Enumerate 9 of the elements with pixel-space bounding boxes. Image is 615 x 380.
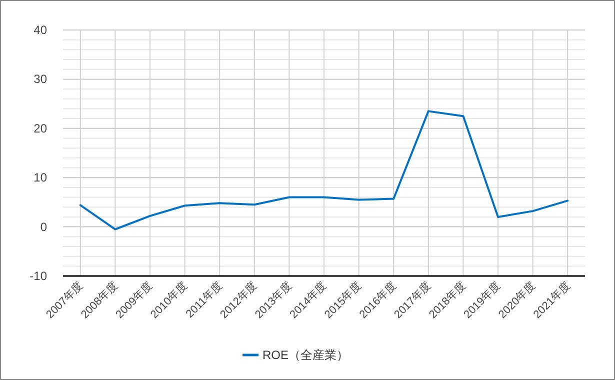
y-tick-label: 20 [34, 121, 48, 136]
legend: ROE（全産業） [242, 348, 349, 362]
legend-label: ROE（全産業） [262, 348, 349, 362]
y-tick-label: 30 [34, 72, 48, 86]
y-tick-label: 40 [34, 23, 48, 37]
y-tick-label: -10 [30, 269, 48, 283]
y-tick-label: 0 [40, 220, 48, 234]
y-tick-label: 10 [34, 170, 48, 185]
line-series [79, 110, 569, 230]
